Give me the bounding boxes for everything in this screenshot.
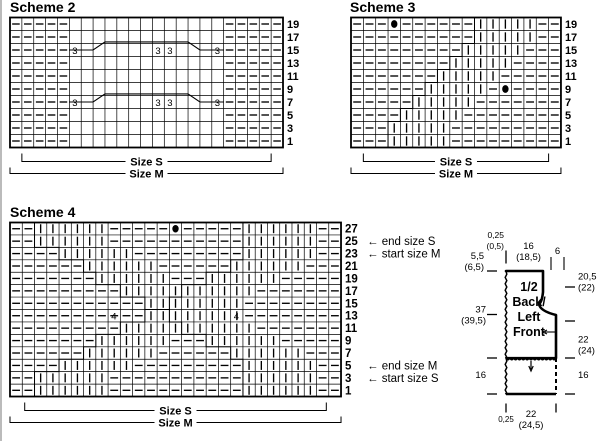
- svg-text:3: 3: [155, 98, 160, 109]
- svg-text:(24): (24): [578, 346, 595, 357]
- svg-text:0,25: 0,25: [498, 415, 514, 424]
- svg-text:Scheme 2: Scheme 2: [10, 0, 76, 15]
- svg-text:11: 11: [345, 323, 358, 335]
- svg-text:3: 3: [155, 46, 160, 57]
- svg-text:23: 23: [345, 249, 358, 261]
- svg-text:19: 19: [345, 273, 358, 285]
- svg-text:6: 6: [555, 246, 560, 257]
- svg-text:5: 5: [345, 360, 352, 372]
- svg-text:3: 3: [72, 98, 77, 109]
- svg-text:3: 3: [167, 46, 172, 57]
- svg-text:Size S: Size S: [130, 157, 162, 169]
- svg-text:11: 11: [287, 71, 299, 83]
- svg-text:5: 5: [287, 110, 293, 122]
- svg-text:17: 17: [345, 286, 358, 298]
- svg-text:22: 22: [578, 335, 589, 346]
- svg-text:13: 13: [565, 58, 577, 70]
- svg-text:1: 1: [287, 136, 293, 148]
- svg-text:19: 19: [565, 19, 577, 31]
- svg-text:9: 9: [565, 84, 571, 96]
- svg-text:(6,5): (6,5): [464, 262, 484, 273]
- svg-text:16: 16: [523, 241, 534, 252]
- svg-text:13: 13: [345, 311, 358, 323]
- svg-text:15: 15: [287, 45, 299, 57]
- svg-text:3: 3: [215, 98, 220, 109]
- svg-text:5: 5: [565, 110, 571, 122]
- svg-text:17: 17: [287, 32, 299, 44]
- svg-text:3: 3: [287, 123, 293, 135]
- svg-text:7: 7: [565, 97, 571, 109]
- svg-text:← end size M: ← end size M: [367, 360, 437, 372]
- svg-text:5,5: 5,5: [471, 251, 484, 262]
- svg-text:16: 16: [578, 370, 589, 381]
- svg-text:1: 1: [345, 385, 352, 397]
- svg-text:15: 15: [565, 45, 577, 57]
- svg-text:9: 9: [287, 84, 293, 96]
- svg-text:25: 25: [345, 236, 358, 248]
- svg-text:(18,5): (18,5): [516, 252, 541, 263]
- svg-text:27: 27: [345, 224, 358, 236]
- svg-text:7: 7: [345, 348, 351, 360]
- svg-text:Scheme 4: Scheme 4: [10, 204, 76, 220]
- svg-text:20,5: 20,5: [578, 272, 597, 283]
- svg-text:11: 11: [565, 71, 577, 83]
- svg-text:1: 1: [565, 136, 571, 148]
- svg-text:3: 3: [72, 46, 77, 57]
- svg-text:Size S: Size S: [440, 157, 472, 169]
- svg-text:← start size S: ← start size S: [367, 373, 439, 385]
- svg-text:← start size M: ← start size M: [367, 249, 440, 261]
- svg-text:3: 3: [565, 123, 571, 135]
- svg-text:Size M: Size M: [158, 418, 192, 430]
- svg-text:21: 21: [345, 261, 358, 273]
- svg-text:Left: Left: [518, 310, 542, 324]
- svg-text:Front: Front: [513, 325, 546, 339]
- svg-text:22: 22: [526, 409, 537, 420]
- svg-text:← end size S: ← end size S: [367, 236, 436, 248]
- svg-text:16: 16: [475, 370, 486, 381]
- svg-text:4: 4: [234, 312, 239, 323]
- svg-text:1/2: 1/2: [520, 280, 537, 294]
- svg-text:19: 19: [287, 19, 299, 31]
- svg-text:4: 4: [111, 312, 116, 323]
- svg-text:7: 7: [287, 97, 293, 109]
- svg-text:3: 3: [167, 98, 172, 109]
- svg-text:Back/: Back/: [512, 295, 546, 309]
- svg-text:Size M: Size M: [439, 169, 473, 181]
- svg-text:13: 13: [287, 58, 299, 70]
- svg-text:3: 3: [345, 373, 351, 385]
- svg-text:17: 17: [565, 32, 577, 44]
- svg-text:15: 15: [345, 298, 358, 310]
- svg-text:Size M: Size M: [129, 169, 163, 181]
- svg-text:3: 3: [215, 46, 220, 57]
- svg-text:9: 9: [345, 336, 351, 348]
- svg-text:(22): (22): [578, 283, 595, 294]
- svg-text:37: 37: [475, 305, 486, 316]
- svg-text:(24,5): (24,5): [519, 420, 544, 431]
- svg-text:Size S: Size S: [159, 406, 191, 418]
- svg-text:0,25: 0,25: [487, 230, 504, 240]
- svg-text:(0,5): (0,5): [487, 241, 505, 251]
- svg-text:Scheme 3: Scheme 3: [350, 0, 416, 15]
- svg-text:(39,5): (39,5): [461, 316, 486, 327]
